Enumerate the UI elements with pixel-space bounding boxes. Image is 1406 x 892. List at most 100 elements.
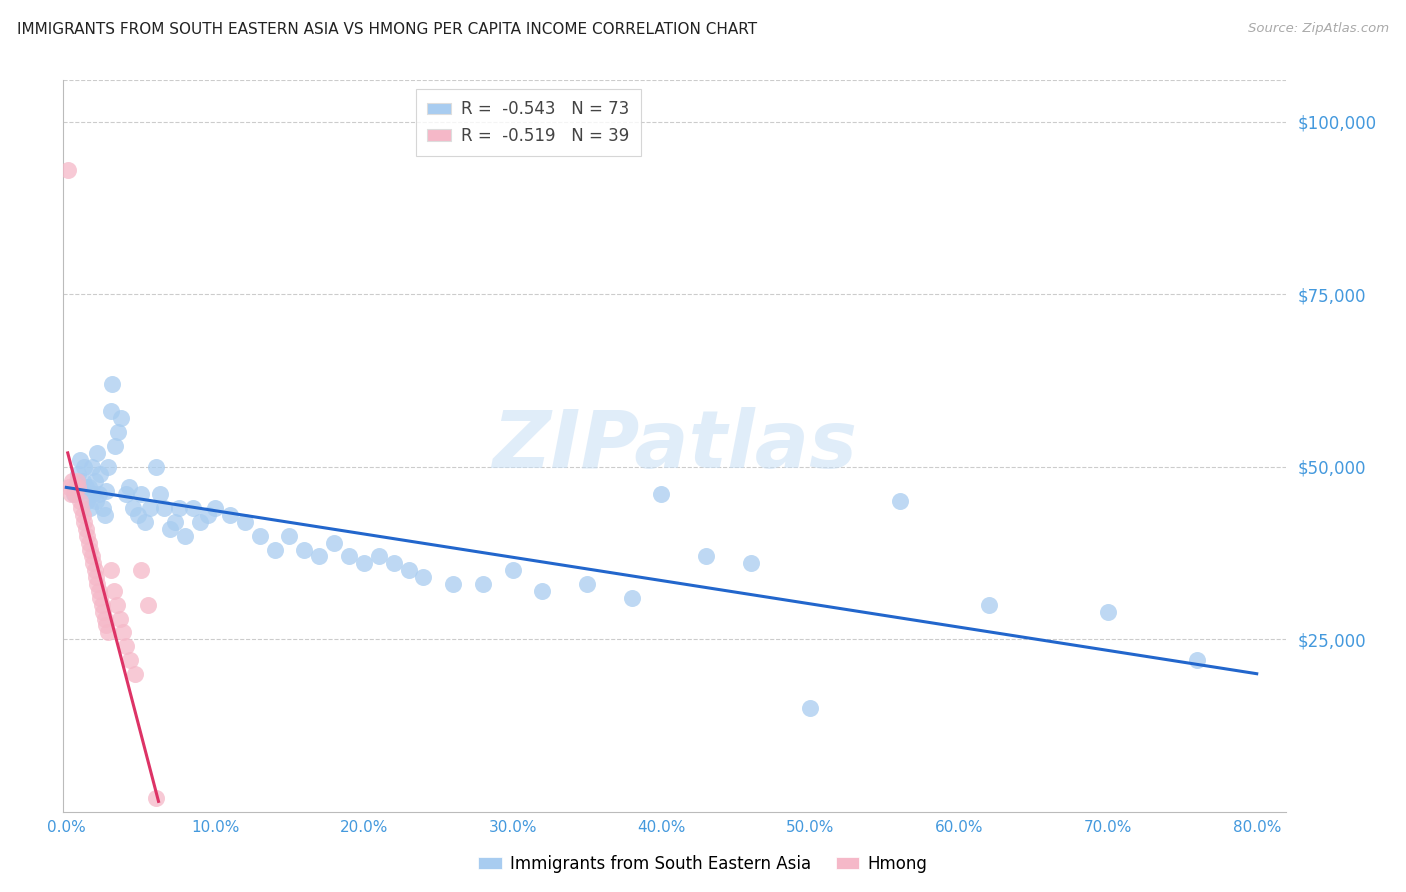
Point [153, 501, 176, 516]
Point [105, 598, 128, 612]
Point [382, 557, 405, 571]
Point [977, 598, 1000, 612]
Point [94, 611, 117, 625]
Point [159, 522, 181, 536]
Point [111, 625, 134, 640]
Point [63, 487, 86, 501]
Point [91, 598, 114, 612]
Point [77, 535, 100, 549]
Point [471, 577, 494, 591]
Point [120, 653, 142, 667]
Point [197, 508, 219, 522]
Point [145, 459, 167, 474]
Point [80, 459, 103, 474]
Point [83, 474, 105, 488]
Point [1185, 653, 1208, 667]
Point [163, 515, 186, 529]
Point [323, 535, 346, 549]
Point [129, 563, 152, 577]
Point [70, 483, 93, 498]
Point [62, 487, 84, 501]
Point [69, 494, 91, 508]
Point [62, 480, 84, 494]
Point [278, 529, 301, 543]
Point [107, 425, 129, 440]
Point [129, 487, 152, 501]
Point [138, 501, 160, 516]
Point [89, 467, 111, 481]
Point [100, 563, 122, 577]
Point [398, 563, 420, 577]
Point [76, 494, 98, 508]
Point [308, 549, 330, 564]
Point [650, 487, 672, 501]
Text: ZIPatlas: ZIPatlas [492, 407, 858, 485]
Point [72, 474, 94, 488]
Point [502, 563, 524, 577]
Point [441, 577, 464, 591]
Point [110, 411, 132, 425]
Point [134, 515, 156, 529]
Point [412, 570, 434, 584]
Point [249, 529, 271, 543]
Legend: Immigrants from South Eastern Asia, Hmong: Immigrants from South Eastern Asia, Hmon… [471, 848, 935, 880]
Point [889, 494, 911, 508]
Point [136, 598, 159, 612]
Point [82, 557, 104, 571]
Point [204, 501, 226, 516]
Point [149, 487, 172, 501]
Point [73, 459, 96, 474]
Point [620, 591, 643, 605]
Point [337, 549, 360, 564]
Point [79, 501, 101, 516]
Point [174, 529, 197, 543]
Point [263, 542, 285, 557]
Point [83, 563, 105, 577]
Point [82, 487, 104, 501]
Point [75, 522, 97, 536]
Text: IMMIGRANTS FROM SOUTH EASTERN ASIA VS HMONG PER CAPITA INCOME CORRELATION CHART: IMMIGRANTS FROM SOUTH EASTERN ASIA VS HM… [17, 22, 756, 37]
Point [233, 515, 256, 529]
Point [188, 515, 211, 529]
Point [97, 459, 120, 474]
Point [799, 701, 821, 715]
Point [93, 605, 115, 619]
Point [87, 487, 110, 501]
Point [114, 639, 136, 653]
Point [108, 611, 131, 625]
Text: Source: ZipAtlas.com: Source: ZipAtlas.com [1249, 22, 1389, 36]
Point [93, 501, 115, 516]
Point [576, 577, 599, 591]
Legend: R =  -0.543   N = 73, R =  -0.519   N = 39: R = -0.543 N = 73, R = -0.519 N = 39 [416, 88, 641, 156]
Point [56, 163, 79, 178]
Point [69, 452, 91, 467]
Point [145, 791, 167, 805]
Point [169, 501, 191, 516]
Point [59, 487, 82, 501]
Point [104, 439, 127, 453]
Point [96, 618, 118, 632]
Point [219, 508, 242, 522]
Point [292, 542, 315, 557]
Point [70, 501, 93, 516]
Point [66, 474, 89, 488]
Point [124, 666, 146, 681]
Point [84, 570, 107, 584]
Point [367, 549, 389, 564]
Point [77, 480, 100, 494]
Point [353, 557, 375, 571]
Point [122, 501, 145, 516]
Point [73, 515, 96, 529]
Point [100, 404, 122, 418]
Point [103, 583, 125, 598]
Point [67, 467, 90, 481]
Point [76, 529, 98, 543]
Point [87, 583, 110, 598]
Point [695, 549, 717, 564]
Point [72, 508, 94, 522]
Point [531, 583, 554, 598]
Point [67, 480, 90, 494]
Point [740, 557, 762, 571]
Point [60, 474, 83, 488]
Point [127, 508, 149, 522]
